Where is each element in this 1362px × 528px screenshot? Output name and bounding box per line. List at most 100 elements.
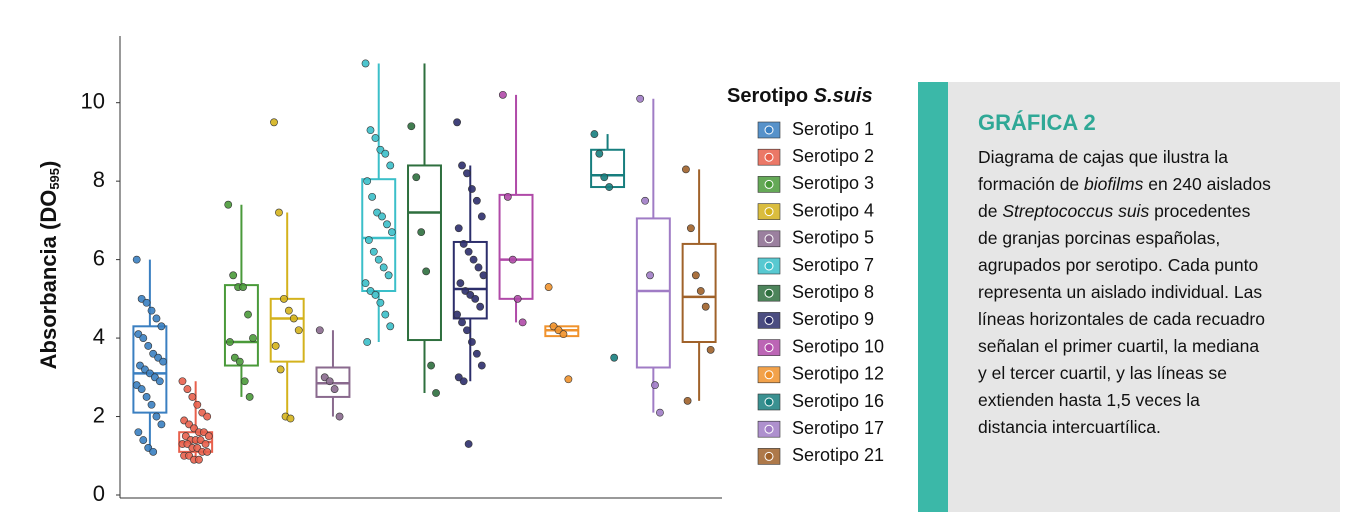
point — [464, 247, 473, 256]
legend-title: Serotipo S.suis — [727, 85, 873, 107]
caption-line: formación de biofilms en 240 aislados — [978, 171, 1271, 198]
point — [279, 294, 288, 303]
caption-line: señalan el primer cuartil, la mediana — [978, 333, 1271, 360]
point — [201, 440, 210, 448]
caption-segment: Diagrama de cajas que ilustra la — [978, 147, 1228, 167]
point — [188, 393, 197, 401]
y-label-subscript: 595 — [47, 168, 62, 190]
point — [468, 185, 476, 193]
point — [149, 447, 158, 456]
legend-swatch-point — [764, 370, 774, 380]
point — [276, 365, 285, 374]
point — [417, 228, 426, 237]
point — [361, 279, 370, 288]
point — [384, 271, 393, 280]
point — [284, 306, 293, 315]
point — [376, 298, 385, 307]
point — [454, 224, 463, 233]
point — [641, 196, 650, 205]
point — [636, 94, 645, 103]
y-tick-label: 10 — [81, 89, 105, 114]
caption-segment: agrupados por serotipo. Cada punto — [978, 255, 1259, 275]
legend-label: Serotipo 8 — [792, 282, 874, 302]
caption-segment: y el tercer cuartil, y las líneas se — [978, 363, 1227, 383]
point — [706, 345, 715, 354]
point — [159, 357, 167, 366]
point — [270, 118, 278, 127]
legend-swatch-point — [764, 234, 774, 244]
point — [381, 310, 390, 319]
point — [224, 200, 233, 209]
caption-segment: Streptococcus suis — [1002, 201, 1150, 221]
point — [294, 326, 303, 335]
point — [456, 279, 465, 288]
caption-segment: señalan el primer cuartil, la mediana — [978, 336, 1260, 356]
point — [595, 149, 604, 158]
point — [147, 306, 156, 315]
box — [132, 325, 168, 414]
point — [204, 432, 213, 441]
caption-segment: formación de — [978, 174, 1085, 194]
caption-line: Diagrama de cajas que ilustra la — [978, 144, 1271, 171]
point — [508, 255, 517, 264]
point — [369, 247, 378, 256]
legend-swatch-point — [764, 288, 774, 298]
point — [139, 334, 148, 342]
point — [513, 294, 522, 303]
legend-title-italic: S.suis — [814, 85, 873, 107]
point — [364, 236, 373, 244]
point — [330, 385, 339, 393]
point — [203, 447, 212, 456]
caption-line: extienden hasta 1,5 veces la — [978, 387, 1271, 414]
legend-label: Serotipo 3 — [792, 173, 874, 193]
point — [235, 357, 244, 366]
point — [368, 192, 377, 201]
point — [696, 287, 705, 295]
caption-segment: distancia intercuartílica. — [978, 417, 1161, 437]
point — [472, 349, 481, 358]
point — [239, 283, 247, 291]
point — [142, 393, 151, 401]
point — [432, 389, 440, 397]
box — [223, 284, 259, 367]
point — [459, 240, 468, 248]
point — [144, 342, 153, 350]
caption-segment: de granjas porcinas españolas, — [978, 228, 1221, 248]
y-tick-label: 8 — [93, 167, 105, 192]
caption-panel: GRÁFICA 2 Diagrama de cajas que ilustra … — [918, 82, 1340, 512]
point — [407, 122, 416, 131]
point — [286, 414, 295, 423]
point — [229, 271, 238, 280]
legend-label: Serotipo 16 — [792, 391, 884, 411]
point — [422, 267, 431, 276]
point — [682, 165, 690, 174]
point — [363, 177, 372, 186]
point — [147, 400, 156, 409]
point — [453, 118, 461, 127]
point — [240, 377, 249, 386]
point — [195, 455, 203, 464]
point — [458, 318, 466, 327]
legend-swatch-point — [764, 451, 774, 461]
box — [361, 178, 397, 292]
y-label-text: ) — [36, 161, 61, 168]
point — [610, 353, 619, 362]
legend-swatch-point — [764, 315, 774, 325]
legend-label: Serotipo 2 — [792, 146, 874, 166]
point — [157, 322, 166, 331]
caption-segment: procedentes — [1149, 201, 1251, 221]
caption-title: GRÁFICA 2 — [978, 110, 1096, 135]
point — [366, 126, 375, 135]
point — [142, 298, 151, 307]
point — [412, 173, 421, 182]
point — [600, 173, 609, 182]
point — [458, 161, 466, 170]
y-tick-label: 4 — [93, 324, 105, 349]
legend-swatch-point — [764, 125, 774, 135]
caption-line: líneas horizontales de cada recuadro — [978, 306, 1271, 333]
point — [386, 161, 395, 170]
point — [683, 396, 692, 405]
point — [383, 220, 391, 229]
caption-line: de Streptococcus suis procedentes — [978, 198, 1271, 225]
